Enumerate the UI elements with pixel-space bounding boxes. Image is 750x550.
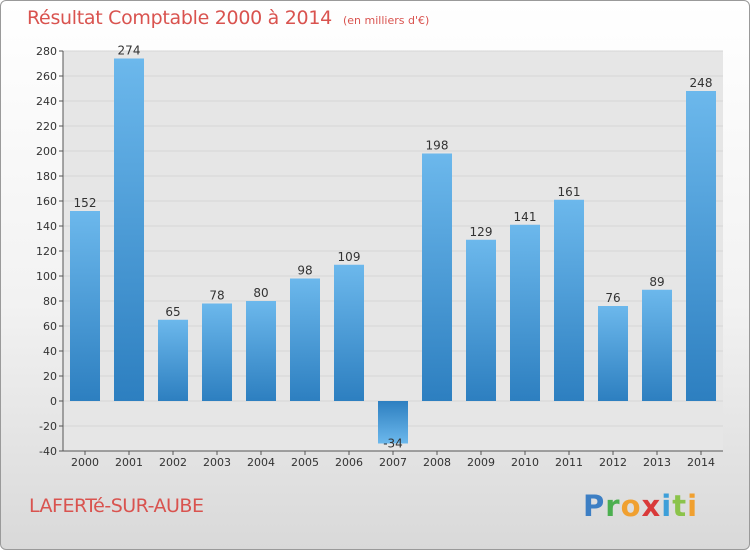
x-tick-label: 2008 [423, 456, 451, 469]
y-tick-label: 200 [36, 145, 57, 158]
title-row: Résultat Comptable 2000 à 2014 (en milli… [27, 7, 429, 29]
x-tick-label: 2001 [115, 456, 143, 469]
bar-2011 [554, 199, 584, 401]
x-tick-label: 2012 [599, 456, 627, 469]
bar-2000 [70, 211, 100, 401]
data-label: 89 [649, 275, 664, 289]
data-label: 80 [253, 286, 268, 300]
logo-letter: o [620, 489, 642, 523]
y-tick-label: 80 [43, 295, 57, 308]
proxiti-logo: Proxiti [583, 489, 698, 523]
bar-2008 [422, 153, 452, 401]
chart-subtitle: (en milliers d'€) [342, 14, 430, 27]
logo-letter: i [687, 489, 699, 523]
x-axis: 2000 2001 2002 2003 2004 2005 2006 2007 2008 2009… [63, 450, 723, 469]
bar-2004 [246, 301, 276, 401]
data-label: 274 [118, 44, 141, 58]
y-tick-label: 160 [36, 195, 57, 208]
x-tick-label: 2013 [643, 456, 671, 469]
data-labels: 152 274 65 78 80 98 109 -34 198 129 141 161 76 89 248 [74, 44, 713, 451]
bar-2010 [510, 224, 540, 401]
y-tick-label: 60 [43, 320, 57, 333]
bar-2007 [378, 401, 408, 444]
bar-2006 [334, 264, 364, 401]
chart-title: Résultat Comptable 2000 à 2014 [27, 7, 332, 29]
data-label: -34 [383, 437, 403, 451]
y-tick-label: 240 [36, 95, 57, 108]
y-tick-label: 0 [50, 395, 57, 408]
y-tick-label: -40 [39, 445, 57, 458]
bar-2014 [686, 91, 716, 401]
logo-letter: x [641, 489, 662, 523]
commune-name: LAFERTé-SUR-AUBE [29, 495, 204, 517]
data-label: 152 [74, 196, 97, 210]
bar-2012 [598, 306, 628, 401]
y-tick-label: 120 [36, 245, 57, 258]
logo-letter: r [605, 489, 621, 523]
bar-2009 [466, 239, 496, 401]
data-label: 65 [165, 305, 180, 319]
x-tick-label: 2010 [511, 456, 539, 469]
bar-2001 [114, 58, 144, 401]
y-tick-label: 280 [36, 45, 57, 58]
logo-letter: P [583, 489, 606, 523]
y-axis: -40 -20 0 20 40 60 80 100 120 140 160 180 200 220 240 2… [36, 45, 64, 458]
data-label: 76 [605, 291, 620, 305]
data-label: 248 [690, 76, 713, 90]
y-tick-label: 40 [43, 345, 57, 358]
x-tick-label: 2005 [291, 456, 319, 469]
x-tick-label: 2004 [247, 456, 275, 469]
x-tick-label: 2014 [687, 456, 715, 469]
data-label: 141 [514, 210, 537, 224]
y-tick-label: 140 [36, 220, 57, 233]
y-tick-label: 100 [36, 270, 57, 283]
bar-2002 [158, 319, 188, 401]
y-tick-label: 220 [36, 120, 57, 133]
logo-letter: i [661, 489, 673, 523]
data-label: 78 [209, 289, 224, 303]
data-label: 98 [297, 264, 312, 278]
bar-2005 [290, 278, 320, 401]
x-tick-label: 2006 [335, 456, 363, 469]
data-label: 129 [470, 225, 493, 239]
bar-2013 [642, 289, 672, 401]
x-tick-label: 2009 [467, 456, 495, 469]
data-label: 198 [426, 139, 449, 153]
logo-letter: t [672, 489, 688, 523]
data-label: 109 [338, 250, 361, 264]
y-tick-label: 20 [43, 370, 57, 383]
x-tick-label: 2011 [555, 456, 583, 469]
x-tick-label: 2002 [159, 456, 187, 469]
y-tick-label: -20 [39, 420, 57, 433]
bars [70, 58, 716, 444]
x-tick-label: 2003 [203, 456, 231, 469]
data-label: 161 [558, 185, 581, 199]
bar-chart: -40 -20 0 20 40 60 80 100 120 140 160 180 200 220 240 2… [36, 44, 723, 469]
y-tick-label: 260 [36, 70, 57, 83]
bar-2003 [202, 303, 232, 401]
y-tick-label: 180 [36, 170, 57, 183]
x-tick-label: 2000 [71, 456, 99, 469]
x-tick-label: 2007 [379, 456, 407, 469]
